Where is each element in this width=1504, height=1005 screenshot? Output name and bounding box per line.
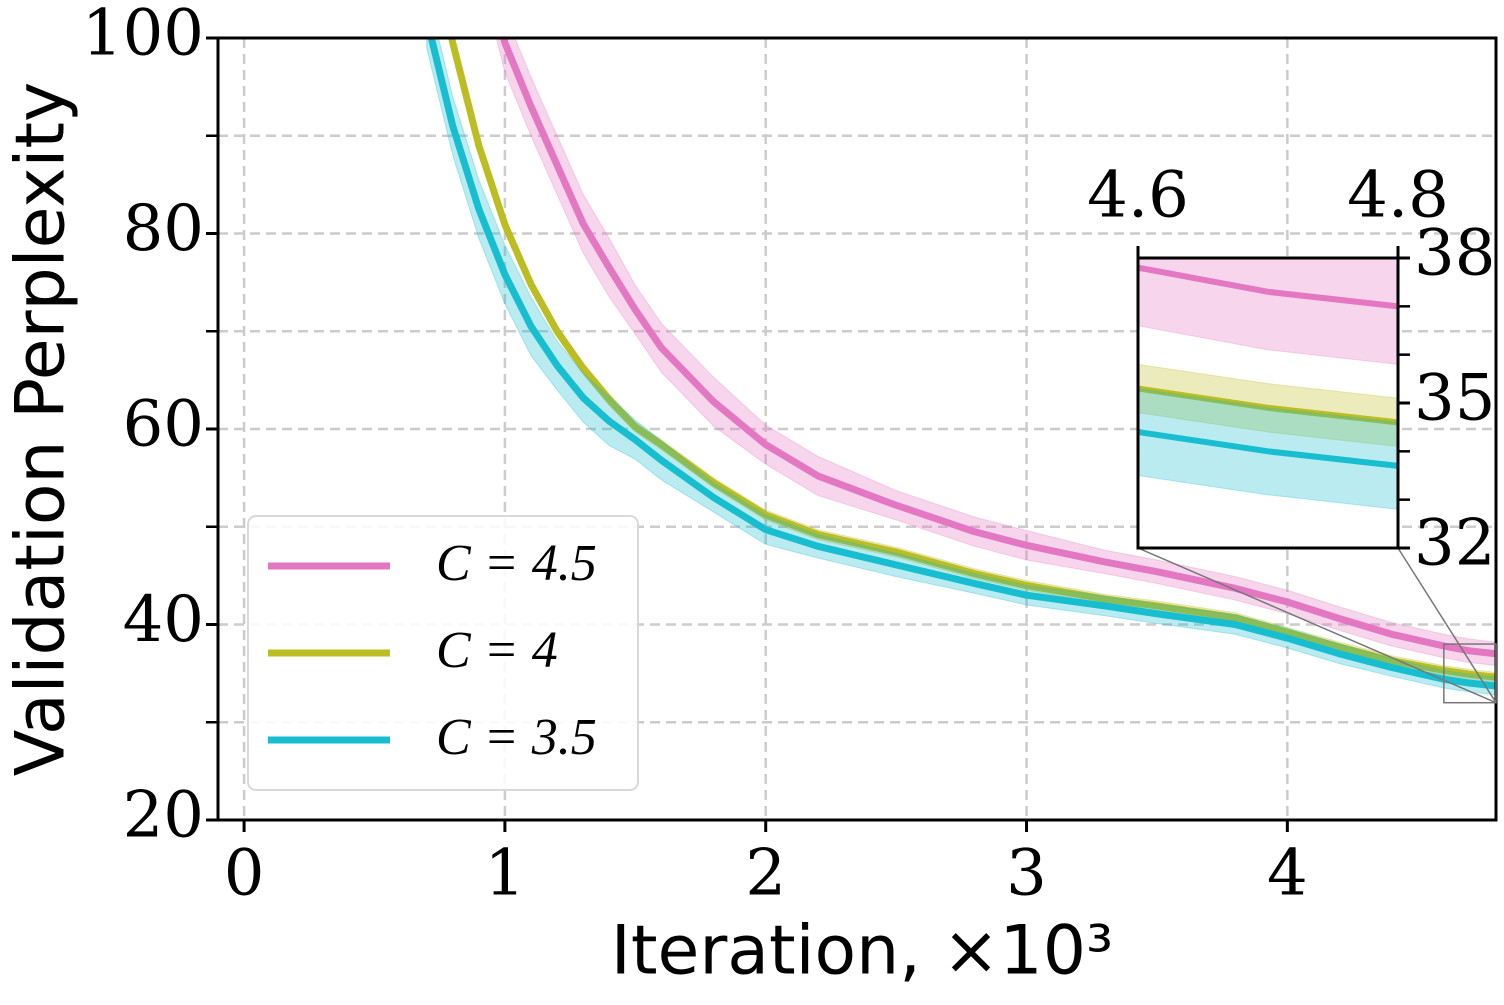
y-tick-label: 40 xyxy=(123,583,204,657)
line xyxy=(448,38,1496,681)
band xyxy=(426,38,1496,696)
y-tick-label: 80 xyxy=(123,192,204,266)
y-tick-label: 60 xyxy=(123,388,204,462)
legend-label: C = 3.5 xyxy=(436,709,597,766)
band xyxy=(1138,258,1398,365)
inset-y-tick-label: 32 xyxy=(1414,507,1495,581)
y-tick-label: 100 xyxy=(82,0,204,71)
x-tick-label: 1 xyxy=(485,837,526,911)
y-axis-label: Validation Perplexity xyxy=(2,82,81,777)
line xyxy=(500,38,1496,658)
x-tick-label: 4 xyxy=(1267,837,1308,911)
x-tick-label: 2 xyxy=(745,837,786,911)
inset-y-tick-label: 35 xyxy=(1414,362,1495,436)
inset-background xyxy=(1138,258,1398,548)
plot-area xyxy=(426,38,1496,696)
inset-x-tick-label: 4.8 xyxy=(1347,159,1449,233)
legend-label: C = 4 xyxy=(436,622,558,679)
inset-connector xyxy=(1137,547,1497,704)
legend-label: C = 4.5 xyxy=(436,535,597,592)
x-axis-label: Iteration, ×10³ xyxy=(611,912,1113,991)
inset-indicator xyxy=(1443,643,1497,704)
inset-connector xyxy=(1397,547,1497,704)
inset-y-tick-label: 38 xyxy=(1414,217,1495,291)
line xyxy=(427,38,1496,690)
x-tick-label: 3 xyxy=(1006,837,1047,911)
y-tick-label: 20 xyxy=(123,779,204,853)
inset-x-tick-label: 4.6 xyxy=(1087,159,1189,233)
x-tick-label: 0 xyxy=(224,837,265,911)
legend xyxy=(247,515,639,791)
band xyxy=(1138,387,1398,510)
band xyxy=(449,38,1496,683)
plot-area xyxy=(1138,258,1398,510)
